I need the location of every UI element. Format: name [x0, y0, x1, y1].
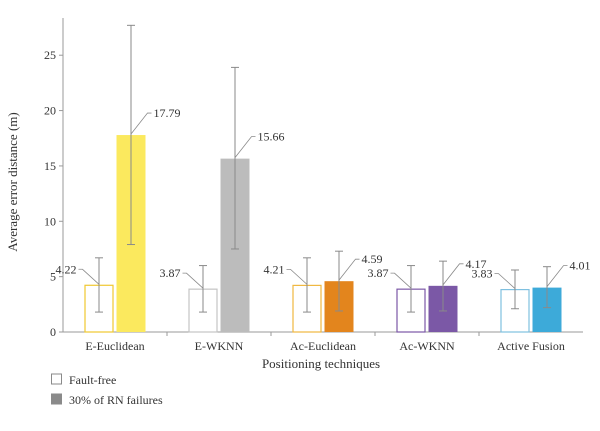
y-tick-label: 25: [44, 48, 56, 62]
legend-swatch-rn-failures: [51, 393, 62, 405]
bars: [84, 24, 562, 333]
legend: Fault-free 30% of RN failures: [51, 373, 163, 407]
y-axis-title: Average error distance (m): [5, 112, 20, 251]
value-label-leader: [338, 258, 360, 281]
x-tick-label: Active Fusion: [497, 339, 565, 353]
legend-label-fault-free: Fault-free: [69, 373, 116, 387]
y-tick-label: 5: [50, 270, 56, 284]
legend-swatch-fault-free: [51, 373, 62, 385]
y-tick-label: 10: [44, 214, 56, 228]
value-label: 4.17: [466, 257, 487, 271]
value-label: 3.87: [160, 266, 181, 280]
x-tick-label: E-Euclidean: [85, 339, 144, 353]
y-tick-label: 15: [44, 159, 56, 173]
value-label-leader: [546, 265, 568, 287]
value-label: 4.21: [264, 262, 285, 276]
x-tick-label: Ac-Euclidean: [290, 339, 356, 353]
value-label-leader: [78, 268, 100, 285]
value-label: 4.59: [362, 252, 383, 266]
y-tick-label: 0: [50, 325, 56, 339]
labels: 4.2217.793.8715.664.214.593.874.173.834.…: [56, 106, 591, 289]
value-label: 3.83: [472, 267, 493, 281]
y-tick-label: 20: [44, 104, 56, 118]
x-axis-title: Positioning techniques: [262, 356, 380, 371]
value-label-leader: [442, 263, 464, 286]
value-label: 4.01: [570, 259, 591, 273]
value-label-leader: [182, 272, 204, 289]
value-label-leader: [390, 272, 412, 289]
value-label-leader: [130, 112, 152, 135]
legend-label-rn-failures: 30% of RN failures: [69, 393, 163, 407]
value-label-leader: [286, 268, 308, 285]
axes: 0 5 10 15 20 25 E-Euclidean E-WKNN Ac-Euclidean A…: [44, 18, 583, 353]
value-label: 3.87: [368, 266, 389, 280]
x-tick-label: Ac-WKNN: [399, 339, 455, 353]
value-label-leader: [494, 273, 516, 289]
value-label: 15.66: [258, 130, 285, 144]
value-label-leader: [234, 136, 256, 158]
value-label: 4.22: [56, 262, 77, 276]
x-tick-label: E-WKNN: [195, 339, 244, 353]
value-label: 17.79: [154, 106, 181, 120]
